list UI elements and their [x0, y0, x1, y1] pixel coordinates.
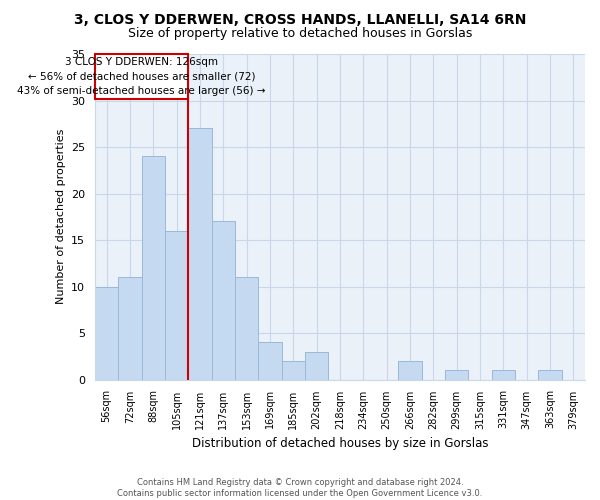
Bar: [118, 277, 142, 380]
Bar: [259, 342, 281, 380]
Bar: [95, 286, 118, 380]
Bar: [212, 222, 235, 380]
Bar: [305, 352, 328, 380]
Bar: [538, 370, 562, 380]
Text: 3, CLOS Y DDERWEN, CROSS HANDS, LLANELLI, SA14 6RN: 3, CLOS Y DDERWEN, CROSS HANDS, LLANELLI…: [74, 12, 526, 26]
Bar: [165, 230, 188, 380]
X-axis label: Distribution of detached houses by size in Gorslas: Distribution of detached houses by size …: [192, 437, 488, 450]
FancyBboxPatch shape: [95, 54, 188, 98]
Bar: [142, 156, 165, 380]
Bar: [188, 128, 212, 380]
Bar: [281, 361, 305, 380]
Text: Size of property relative to detached houses in Gorslas: Size of property relative to detached ho…: [128, 28, 472, 40]
Text: Contains HM Land Registry data © Crown copyright and database right 2024.
Contai: Contains HM Land Registry data © Crown c…: [118, 478, 482, 498]
Bar: [445, 370, 469, 380]
Text: 3 CLOS Y DDERWEN: 126sqm
← 56% of detached houses are smaller (72)
43% of semi-d: 3 CLOS Y DDERWEN: 126sqm ← 56% of detach…: [17, 56, 266, 96]
Bar: [491, 370, 515, 380]
Y-axis label: Number of detached properties: Number of detached properties: [56, 129, 65, 304]
Bar: [235, 277, 259, 380]
Bar: [398, 361, 422, 380]
